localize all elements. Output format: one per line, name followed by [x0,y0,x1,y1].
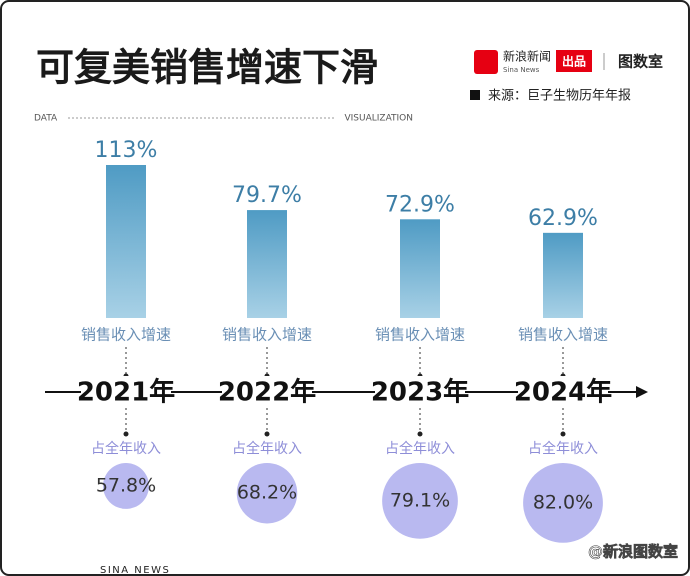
produced-badge [556,50,592,72]
bar [543,232,583,318]
year-label: 2022年 [218,377,316,408]
circle-value-label: 82.0% [533,491,593,513]
chart-title: 可复美销售增速下滑 [36,46,378,90]
source-square [470,90,480,100]
circle-value-label: 79.1% [390,489,450,511]
circle-series-label: 占全年收入 [232,440,302,457]
bar-value-label: 62.9% [528,206,598,231]
data-label: DATA [34,114,58,124]
bar-value-label: 113% [95,138,158,163]
sina-logo [474,50,498,74]
connector-dot [417,431,423,437]
bar [247,210,287,318]
year-label: 2023年 [371,377,469,408]
circle-series-label: 占全年收入 [528,440,598,457]
studio: 图数室 [618,53,663,71]
connector-dot [560,431,566,437]
circle-value-label: 57.8% [96,474,156,496]
brand: 新浪新闻 [503,49,551,64]
bar [400,219,440,318]
source: 来源：巨子生物历年年报 [488,89,631,104]
year-bg [518,376,608,408]
circle-series-label: 占全年收入 [385,440,455,457]
circle-series-label: 占全年收入 [91,440,161,457]
share-circle [236,463,298,524]
year-label: 2021年 [77,377,175,408]
connector-dot [123,431,129,437]
bar-series-label: 销售收入增速 [375,326,465,344]
footer-left: SINA NEWS [100,565,170,576]
share-circle [382,463,458,539]
share-circle [523,463,603,543]
bar-value-label: 72.9% [385,192,455,217]
produced: 出品 [562,54,586,69]
bar-value-label: 79.7% [232,183,302,208]
share-circle [103,463,149,509]
year-bg [222,376,312,408]
bar-series-label: 销售收入增速 [81,326,171,344]
connector-dot [264,431,270,437]
bar [106,164,146,318]
bar-series-label: 销售收入增速 [518,326,608,344]
year-label: 2024年 [514,377,612,408]
footer-right: @新浪图数室 [588,543,678,561]
circle-value-label: 68.2% [237,482,297,504]
timeline-arrow [636,386,648,398]
brand-en: Sina News [503,66,540,74]
visualization-label: VISUALIZATION [344,114,413,124]
year-bg [375,376,465,408]
bar-series-label: 销售收入增速 [222,326,312,344]
year-bg [81,376,171,408]
